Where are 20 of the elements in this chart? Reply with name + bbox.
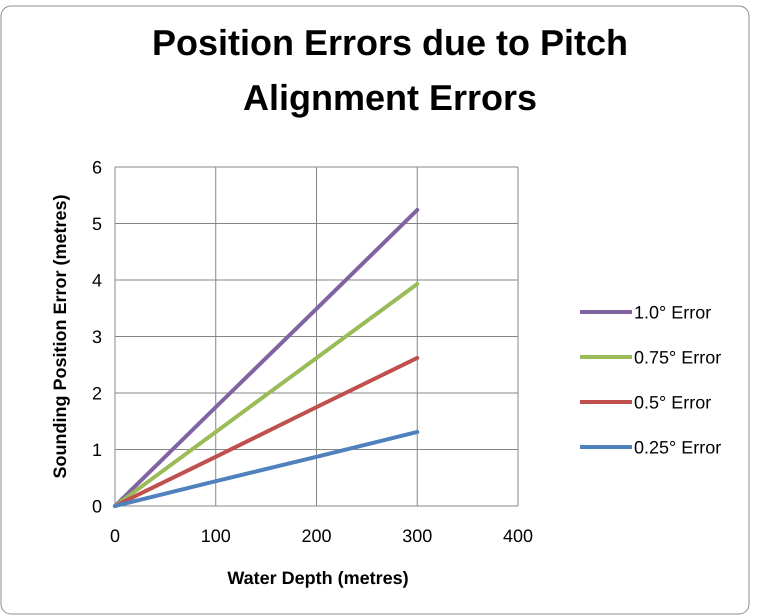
legend-label: 0.75° Error	[634, 347, 722, 368]
chart-title: Position Errors due to Pitch Alignment Errors	[152, 22, 628, 118]
x-tick-label: 0	[110, 526, 120, 546]
x-axis-title: Water Depth (metres)	[227, 568, 409, 588]
y-tick-label: 5	[92, 214, 102, 234]
x-tick-label: 400	[502, 526, 534, 546]
x-tick-label: 300	[402, 526, 432, 546]
legend-label: 0.25° Error	[634, 437, 722, 458]
y-tick-label: 3	[92, 326, 102, 347]
y-tick-label: 0	[92, 496, 102, 516]
y-tick-label: 2	[92, 383, 102, 404]
y-tick-label: 1	[92, 440, 102, 460]
legend-label: 1.0° Error	[634, 302, 712, 322]
y-axis-title: Sounding Position Error (metres)	[50, 194, 70, 479]
line-series	[113, 430, 420, 508]
x-tick-label: 200	[301, 526, 332, 546]
y-tick-label: 4	[92, 270, 102, 290]
y-tick-label: 6	[92, 157, 102, 178]
legend-label: 0.5° Error	[634, 392, 712, 412]
x-tick-label: 100	[200, 526, 231, 546]
